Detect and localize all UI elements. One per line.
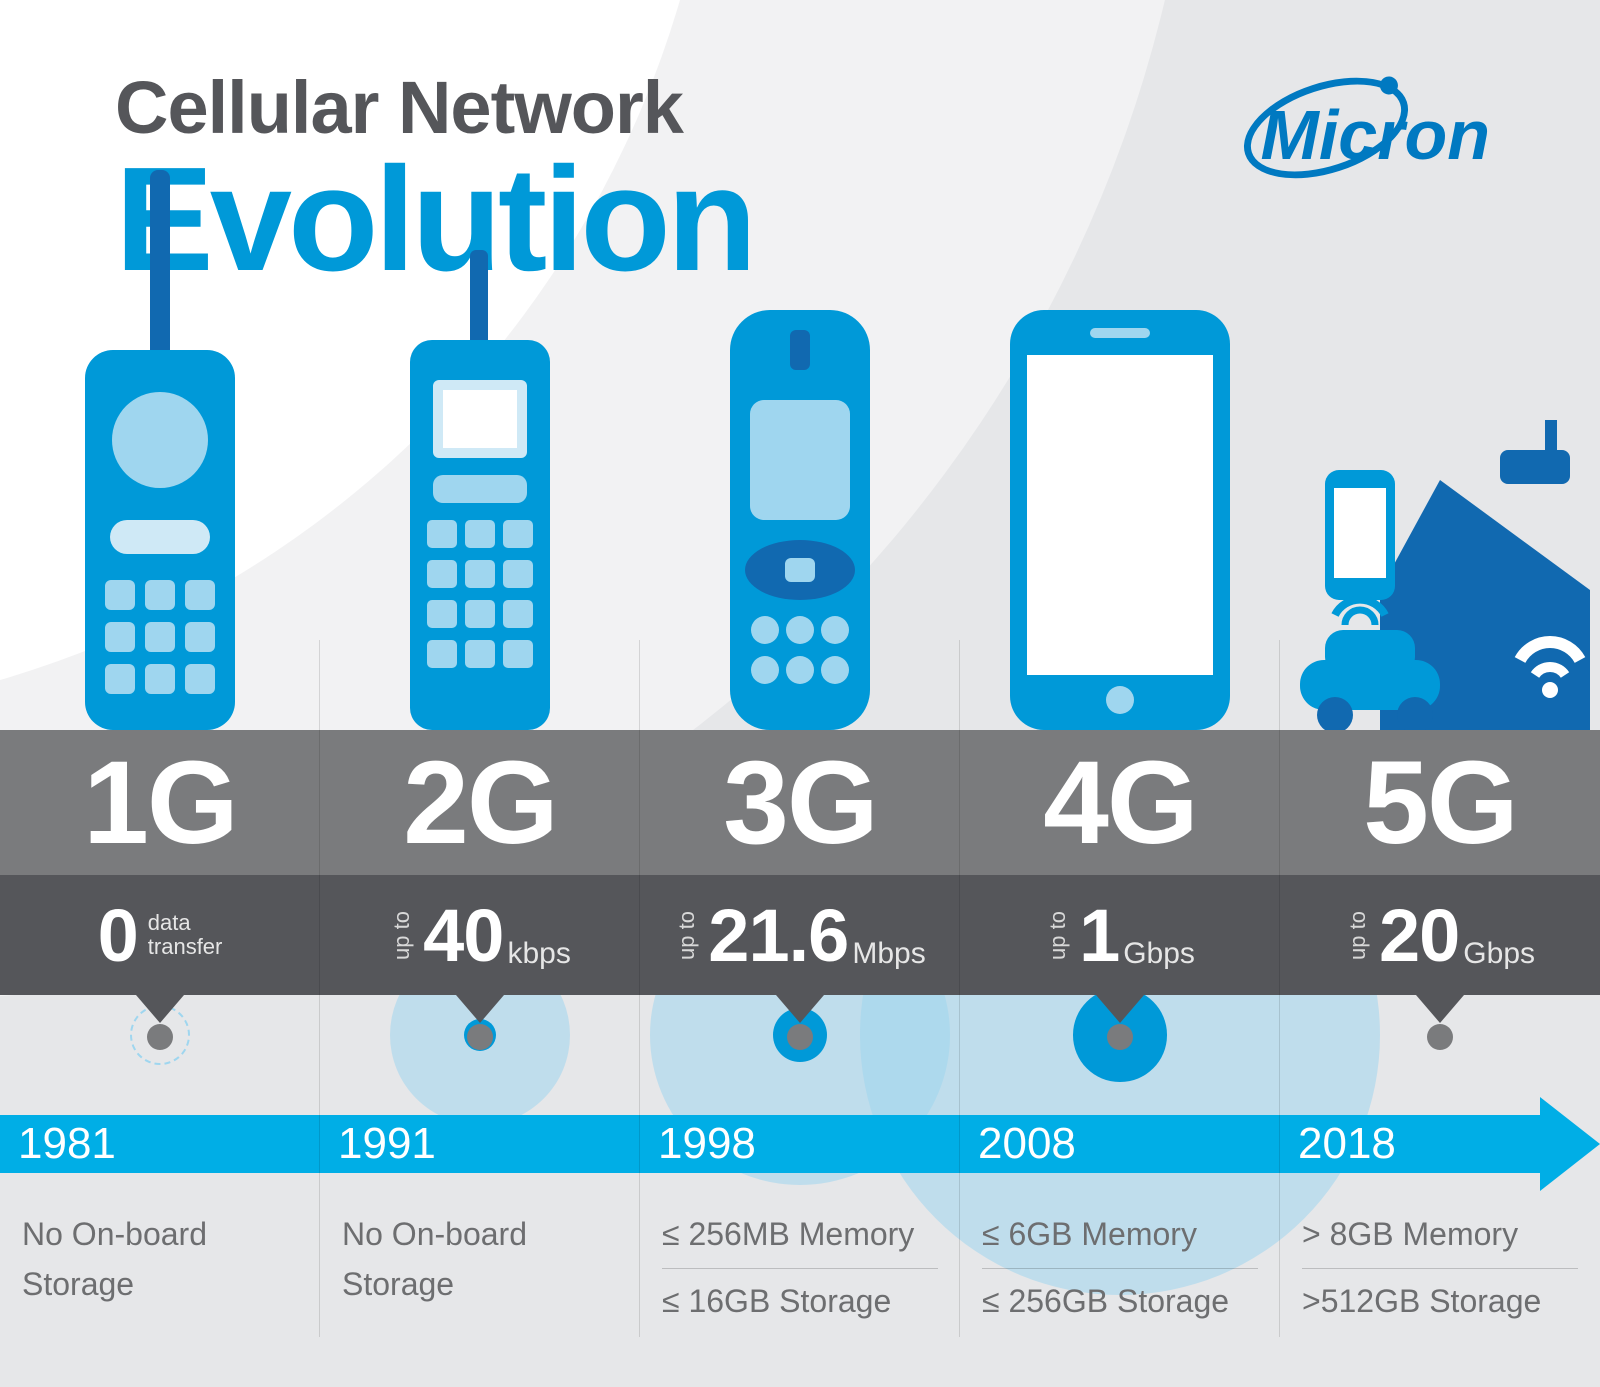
column-4g: 4G up to 1Gbps 2008 ≤ 6GB Memory ≤ 256GB Sto… (960, 0, 1280, 1387)
storage-1g: No On-board Storage (22, 1210, 298, 1309)
speed-value: 20 (1379, 893, 1459, 978)
brick-phone-icon (55, 170, 265, 730)
column-5g: 5G up to 20Gbps 2018 > 8GB Memory >512GB Sto… (1280, 0, 1600, 1387)
device-slot-4g (960, 300, 1280, 730)
speed-unit: Mbps (852, 937, 925, 971)
speed-value: 1 (1079, 893, 1119, 978)
pointer-notch-2g (456, 995, 504, 1023)
pointer-notch-3g (776, 995, 824, 1023)
speed-value: 40 (423, 893, 503, 978)
pointer-dot-1g (147, 1024, 173, 1050)
storage-line2: ≤ 16GB Storage (662, 1277, 938, 1327)
generation-label-3g: 3G (640, 730, 960, 875)
speed-3g: up to 21.6Mbps (640, 875, 960, 995)
storage-4g: ≤ 6GB Memory ≤ 256GB Storage (982, 1210, 1258, 1326)
pointer-dot-4g (1107, 1024, 1133, 1050)
pointer-notch-5g (1416, 995, 1464, 1023)
device-slot-3g (640, 300, 960, 730)
storage-divider (982, 1268, 1258, 1269)
speed-prefix: up to (1045, 911, 1071, 960)
speed-prefix: up to (674, 911, 700, 960)
storage-divider (662, 1268, 938, 1269)
pointer-notch-1g (136, 995, 184, 1023)
storage-3g: ≤ 256MB Memory ≤ 16GB Storage (662, 1210, 938, 1326)
smartphone-icon (995, 310, 1245, 730)
pointer-dot-3g (787, 1024, 813, 1050)
year-2g: 1991 (338, 1115, 436, 1173)
iot-cluster-icon (1290, 410, 1590, 730)
column-2g: 2G up to 40kbps 1991 No On-board Storage (320, 0, 640, 1387)
pointer-dot-5g (1427, 1024, 1453, 1050)
speed-2g: up to 40kbps (320, 875, 640, 995)
column-3g: 3G up to 21.6Mbps 1998 ≤ 256MB Memory ≤ 16GB… (640, 0, 960, 1387)
generation-label-text: 4G (1043, 735, 1196, 871)
candybar-phone-icon (375, 250, 585, 730)
column-1g: 1G0datatransfer1981No On-board Storage (0, 0, 320, 1387)
generation-label-text: 5G (1363, 735, 1516, 871)
year-5g: 2018 (1298, 1115, 1396, 1173)
year-4g: 2008 (978, 1115, 1076, 1173)
storage-line2: >512GB Storage (1302, 1277, 1578, 1327)
generation-label-1g: 1G (0, 730, 320, 875)
feature-phone-icon (705, 310, 895, 730)
speed-prefix: up to (389, 911, 415, 960)
device-slot-1g (0, 300, 320, 730)
storage-line2: ≤ 256GB Storage (982, 1277, 1258, 1327)
speed-unit: Gbps (1123, 937, 1195, 971)
speed-value: 0 (98, 893, 138, 978)
speed-prefix: up to (1345, 911, 1371, 960)
device-slot-2g (320, 300, 640, 730)
storage-divider (1302, 1268, 1578, 1269)
storage-line1: No On-board (342, 1210, 618, 1260)
storage-5g: > 8GB Memory >512GB Storage (1302, 1210, 1578, 1326)
device-slot-5g (1280, 300, 1600, 730)
speed-unit: kbps (507, 937, 570, 971)
speed-4g: up to 1Gbps (960, 875, 1280, 995)
storage-2g: No On-board Storage (342, 1210, 618, 1309)
storage-line1: No On-board (22, 1210, 298, 1260)
pointer-notch-4g (1096, 995, 1144, 1023)
generation-label-text: 3G (723, 735, 876, 871)
generation-label-5g: 5G (1280, 730, 1600, 875)
infographic-stage: Cellular Network Evolution Micron 1G0dat… (0, 0, 1600, 1387)
speed-5g: up to 20Gbps (1280, 875, 1600, 995)
speed-value: 21.6 (708, 893, 848, 978)
generation-label-text: 2G (403, 735, 556, 871)
storage-line1: > 8GB Memory (1302, 1210, 1578, 1260)
speed-extra: datatransfer (148, 911, 223, 959)
storage-line1: ≤ 6GB Memory (982, 1210, 1258, 1260)
storage-line1: ≤ 256MB Memory (662, 1210, 938, 1260)
generation-label-text: 1G (83, 735, 236, 871)
speed-1g: 0datatransfer (0, 875, 320, 995)
generation-label-4g: 4G (960, 730, 1280, 875)
year-1g: 1981 (18, 1115, 116, 1173)
pointer-dot-2g (467, 1024, 493, 1050)
speed-unit: Gbps (1463, 937, 1535, 971)
year-3g: 1998 (658, 1115, 756, 1173)
generation-label-2g: 2G (320, 730, 640, 875)
columns: 1G0datatransfer1981No On-board Storage 2… (0, 0, 1600, 1387)
storage-line2: Storage (22, 1260, 298, 1310)
storage-line2: Storage (342, 1260, 618, 1310)
